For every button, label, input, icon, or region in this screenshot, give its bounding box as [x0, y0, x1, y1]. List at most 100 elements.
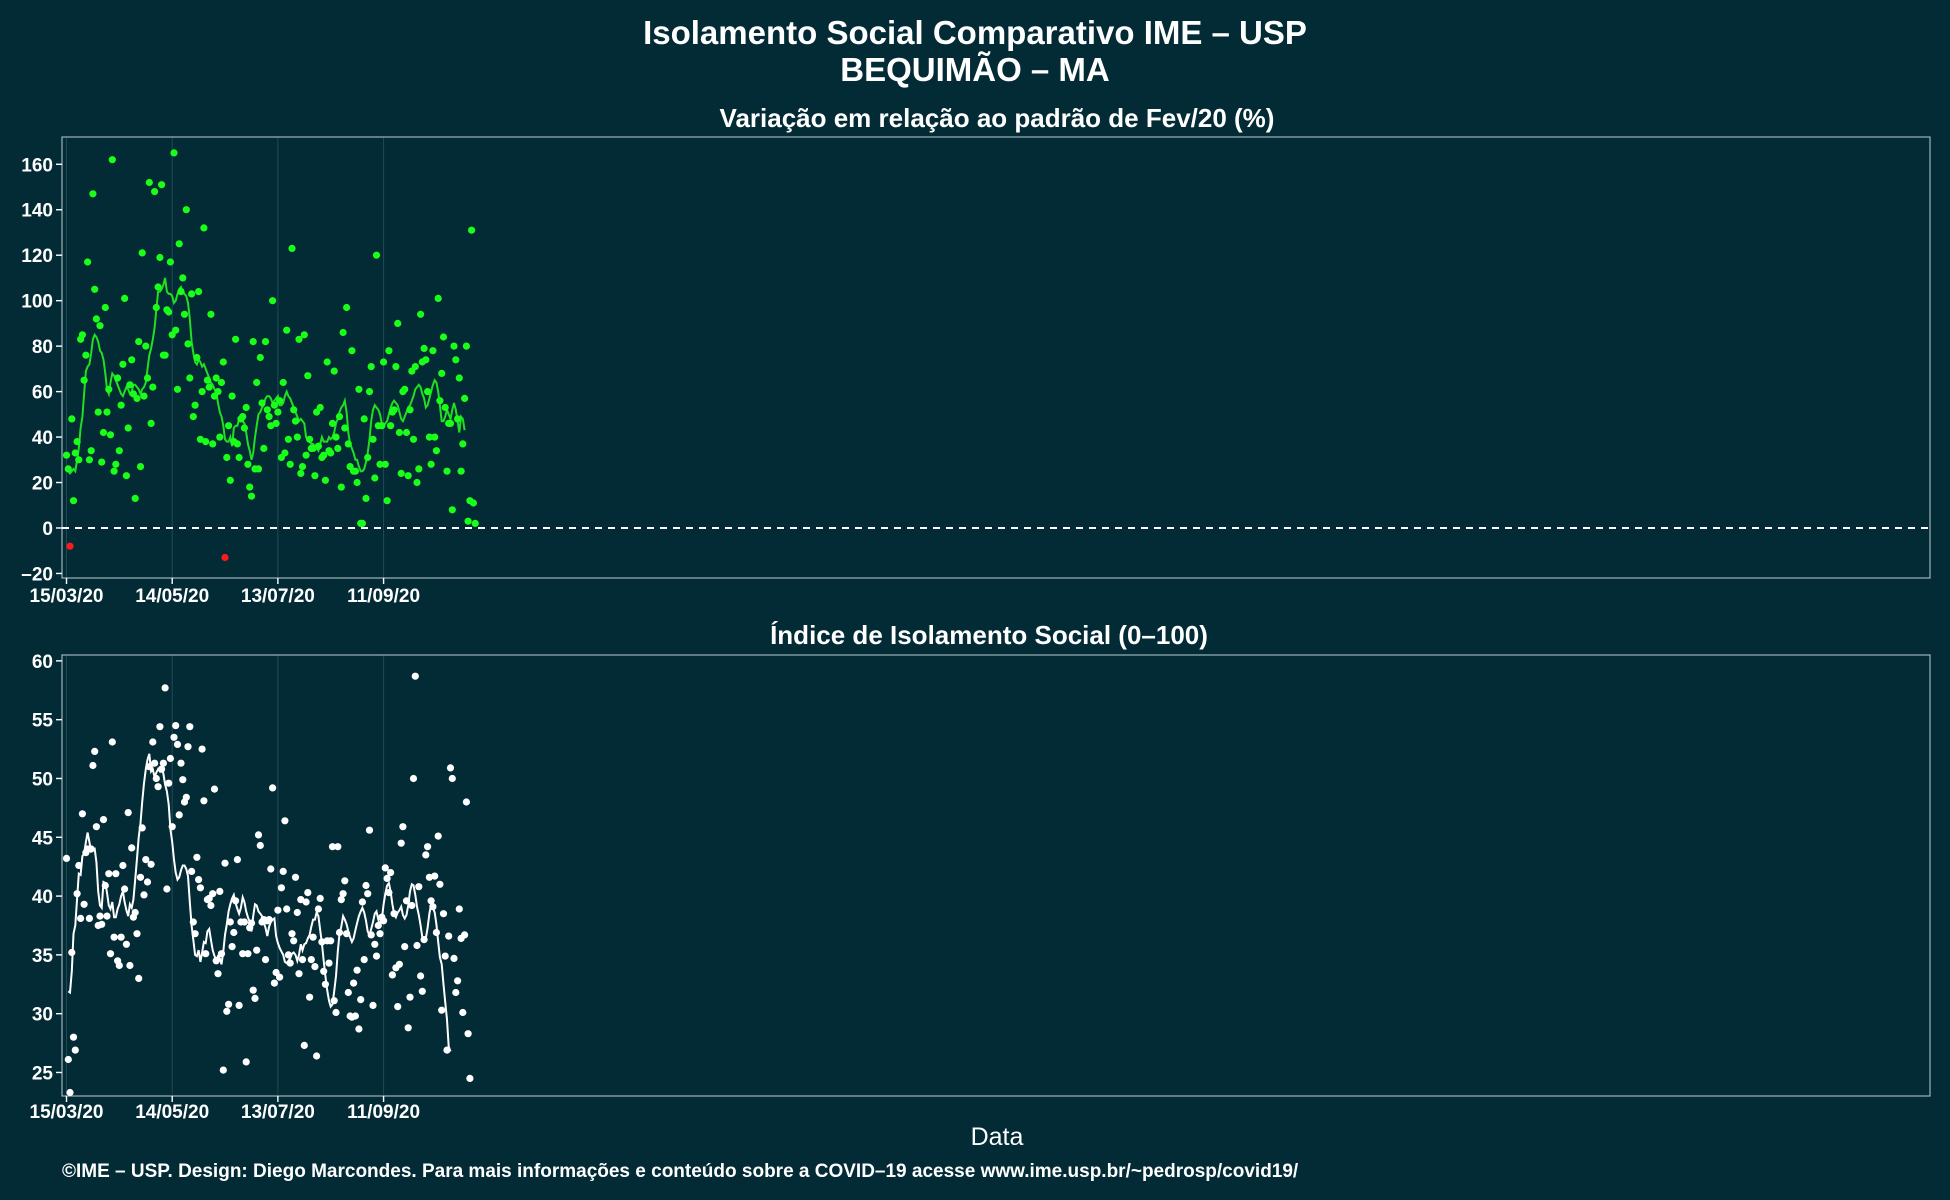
- panel1-data-point: [390, 406, 398, 414]
- panel1-data-point: [334, 444, 342, 452]
- panel1-data-point: [401, 385, 409, 393]
- panel1-data-point: [394, 319, 402, 327]
- panel2-data-point: [177, 759, 185, 767]
- panel2-data-point: [242, 1058, 250, 1066]
- panel2-data-point: [195, 876, 203, 884]
- panel2-data-point: [409, 774, 418, 783]
- panel1-x-tick-label: 14/05/20: [135, 586, 209, 607]
- panel1-data-point: [420, 344, 428, 352]
- panel2-y-tick-label: 55: [32, 711, 54, 732]
- panel2-data-point: [110, 933, 118, 941]
- panel1-data-point: [438, 369, 446, 377]
- panel2-data-point: [432, 928, 440, 937]
- panel1-plot: –20 0 20 40 60 80 100 120 140 160 15/03/20 14/05/20…: [21, 136, 1931, 607]
- panel1-data-point: [276, 397, 284, 405]
- panel1-frame: [61, 136, 1931, 579]
- panel2-data-point: [353, 966, 361, 974]
- panel1-data-point: [344, 440, 352, 448]
- panel1-y-tick-label: 60: [32, 383, 53, 404]
- panel2-data-point: [189, 918, 197, 926]
- panel1-data-point: [258, 399, 266, 407]
- panel1-data-point: [154, 283, 162, 291]
- panel1-data-point: [265, 413, 273, 421]
- panel1-data-point: [424, 388, 432, 396]
- panel2-data-point: [200, 797, 208, 805]
- panel2-data-point: [78, 810, 86, 818]
- panel2-data-point: [223, 1007, 231, 1015]
- panel1-data-point: [254, 465, 263, 473]
- panel2-data-point: [399, 823, 407, 831]
- panel1-data-point: [406, 406, 414, 414]
- panel2-data-point: [277, 884, 285, 892]
- panel1-data-point: [219, 358, 227, 366]
- panel1-data-point: [226, 476, 234, 484]
- panel1-data-point: [212, 374, 220, 382]
- panel1-data-point: [161, 351, 169, 359]
- panel1-data-point: [110, 467, 118, 475]
- panel1-data-point: [209, 440, 217, 448]
- panel2-data-point: [210, 785, 219, 793]
- panel2-y-tick-label: 35: [32, 946, 54, 967]
- panel1-data-point: [149, 383, 157, 391]
- panel1-data-point: [297, 469, 305, 477]
- panel2-data-point: [439, 910, 448, 918]
- panel2-data-point: [436, 880, 444, 888]
- panel2-data-point: [92, 823, 100, 831]
- panel2-data-point: [85, 914, 93, 923]
- panel2-data-point: [77, 914, 85, 923]
- panel1-data-point: [369, 435, 377, 443]
- panel2-data-point: [314, 905, 322, 913]
- panel2-data-point: [136, 873, 145, 881]
- panel1-data-point: [62, 451, 71, 459]
- panel2-data-point: [131, 908, 139, 917]
- panel2-data-point: [295, 970, 303, 978]
- panel1-data-point: [332, 433, 340, 441]
- panel1-data-point: [140, 392, 148, 400]
- panel2-y-tick-label: 25: [32, 1063, 54, 1084]
- panel1-data-point: [355, 385, 363, 393]
- panel2-data-point: [161, 684, 169, 692]
- panel2-data-point: [309, 933, 317, 941]
- panel1-data-point: [468, 226, 476, 234]
- panel1-data-point: [203, 376, 211, 384]
- panel1-data-point: [376, 460, 384, 468]
- panel2-data-point: [284, 951, 292, 959]
- panel1-data-point: [87, 447, 95, 455]
- panel1-y-tick-label: 120: [21, 246, 53, 267]
- panel2-y-tick-label: 50: [32, 769, 53, 790]
- panel1-data-point: [302, 451, 310, 459]
- panel2-data-point: [75, 861, 83, 870]
- panel1-data-point: [351, 467, 359, 475]
- panel1-data-point: [170, 149, 178, 157]
- panel1-data-point: [471, 519, 479, 528]
- panel1-data-point: [395, 428, 403, 437]
- panel2-data-point: [68, 948, 76, 957]
- panel1-data-point: [335, 413, 344, 421]
- panel2-data-point: [276, 973, 284, 981]
- panel1-data-point: [152, 303, 160, 312]
- panel1-data-point: [427, 460, 435, 468]
- panel1-data-point: [180, 310, 189, 318]
- panel2-data-point: [212, 957, 220, 965]
- panel2-data-point: [406, 993, 414, 1001]
- panel2-data-point: [387, 869, 395, 877]
- panel2-data-point: [395, 960, 403, 968]
- panel2-data-point: [335, 928, 344, 937]
- panel1-data-point: [327, 449, 335, 457]
- panel2-data-point: [221, 859, 229, 867]
- panel2-data-point: [291, 873, 300, 881]
- panel2-data-point: [147, 860, 155, 868]
- panel2-data-point: [156, 723, 164, 731]
- panel1-data-point: [397, 469, 405, 477]
- x-axis-label: Data: [971, 1123, 1024, 1151]
- panel1-data-point: [145, 178, 153, 187]
- panel1-data-point: [409, 435, 418, 443]
- panel2-data-point: [298, 956, 307, 964]
- panel1-data-point: [321, 476, 329, 484]
- panel1-data-point: [131, 494, 139, 502]
- panel2-data-point: [216, 887, 224, 896]
- panel1-data-point: [84, 258, 92, 266]
- panel1-data-point: [378, 422, 386, 430]
- panel2-data-point: [427, 897, 435, 905]
- panel2-data-point: [151, 759, 159, 767]
